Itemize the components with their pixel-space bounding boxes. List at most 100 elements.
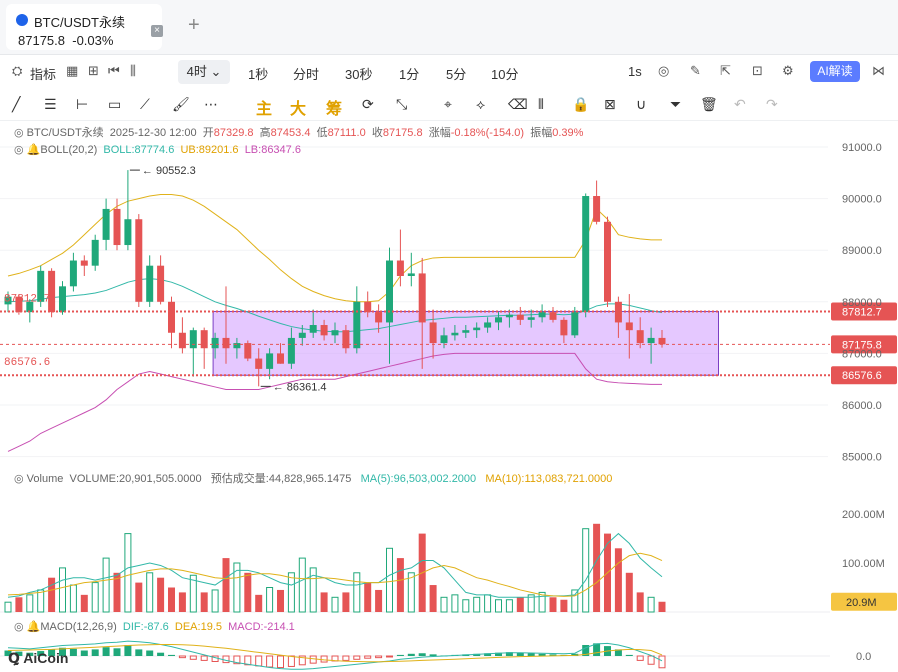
price-level-tag <box>831 366 897 385</box>
candle-body <box>625 322 633 331</box>
interval-5m[interactable]: 5分 <box>446 67 467 82</box>
share-network-icon[interactable]: ⋈ <box>872 63 885 78</box>
candle-body <box>571 312 579 336</box>
volume-bar <box>222 558 230 612</box>
volume-bar <box>59 567 66 613</box>
share-icon[interactable]: ⇱ <box>720 63 731 78</box>
interval-1m[interactable]: 1分 <box>399 67 420 82</box>
ruler-icon[interactable]: ⟡ <box>476 96 486 112</box>
interval-selector[interactable]: 4时 ⌄ <box>178 60 230 84</box>
ray-icon[interactable]: ⟋ <box>140 96 150 112</box>
text-icon[interactable]: ⌖ <box>444 96 452 112</box>
macd-bar <box>244 655 252 666</box>
volume-bar <box>342 592 350 612</box>
close-tab-icon[interactable]: × <box>151 25 163 37</box>
interval-10m[interactable]: 10分 <box>491 67 519 82</box>
delete-drawings-icon[interactable]: ⊠ <box>604 96 616 112</box>
big-order-button[interactable]: 大 <box>290 101 307 118</box>
macd-bar <box>298 655 306 666</box>
main-force-button[interactable]: 主 <box>256 101 273 118</box>
volume-bar <box>473 596 481 613</box>
interval-1s[interactable]: 1秒 <box>248 67 269 82</box>
macd-bar <box>15 651 23 656</box>
settings-icon[interactable]: ⚙ <box>782 63 794 78</box>
volume-bar <box>233 562 241 613</box>
aicoin-logo-icon: Ꝗ <box>8 650 20 666</box>
lock-icon[interactable]: 🔒 <box>572 96 590 112</box>
indicator-button[interactable]: 指标 <box>30 67 57 82</box>
volume-bar <box>113 572 121 612</box>
volume-bar <box>375 589 383 612</box>
macd-bar <box>396 654 404 656</box>
aicoin-logo: Ꝗ AiCoin <box>8 650 69 666</box>
candle-body <box>614 301 622 323</box>
volume-bar <box>48 577 56 612</box>
volume-bar <box>549 597 557 612</box>
macd-bar <box>320 655 328 663</box>
volume-axis: 200.00M 100.00M 20.9M <box>831 509 897 611</box>
horizontal-line-icon[interactable]: ⊢ <box>76 96 89 112</box>
volume-bar <box>178 592 186 612</box>
candle-body <box>15 296 23 313</box>
symbol-tab[interactable]: BTC/USDT永续 87175.8 -0.03% × <box>6 4 163 50</box>
chart-type-icon[interactable]: ⫼ <box>130 63 136 78</box>
interval-30s[interactable]: 30秒 <box>345 67 373 82</box>
add-tab-button[interactable]: + <box>188 14 200 36</box>
redo-icon[interactable]: ↷ <box>766 96 778 112</box>
ai-analysis-button[interactable]: AI解读 <box>810 61 860 82</box>
candle-body <box>266 353 274 369</box>
candle-style-icon[interactable]: ⫴ <box>538 96 544 112</box>
macd-bar <box>342 655 350 661</box>
undo-icon[interactable]: ↶ <box>734 96 746 112</box>
volume-bar <box>582 528 590 613</box>
parallel-lines-icon[interactable]: ☰ <box>44 96 57 112</box>
candle-body <box>320 325 328 336</box>
indicator-icon[interactable]: ⛭ <box>12 63 23 78</box>
rewind-icon[interactable]: ⏮ <box>108 63 120 78</box>
price-tick-label: 91000.0 <box>842 142 882 154</box>
more-icon[interactable]: ⋯ <box>204 96 218 112</box>
macd-bar <box>364 655 372 659</box>
macd-bar <box>277 655 284 669</box>
volume-bar <box>386 547 393 613</box>
candle-body <box>604 221 611 302</box>
pen-icon[interactable]: ✎ <box>690 63 701 78</box>
volume-bar <box>364 582 372 612</box>
macd-bar <box>429 654 437 656</box>
tab-price: 87175.8 -0.03% <box>18 33 114 48</box>
candle-body <box>407 273 415 276</box>
brush-icon[interactable]: 🖌 <box>172 96 190 112</box>
candle-body <box>593 196 601 222</box>
candle-body <box>124 219 132 246</box>
macd-bar <box>636 655 644 661</box>
macd-bar <box>102 647 110 656</box>
candle-body <box>462 330 470 333</box>
sync-icon[interactable]: ⟳ <box>362 96 374 112</box>
chip-button[interactable]: 筹 <box>326 101 343 118</box>
measure-icon[interactable]: ⤡ <box>396 96 408 112</box>
candle-body <box>582 196 590 313</box>
eraser-icon[interactable]: ⌫ <box>508 96 528 112</box>
trash-icon[interactable]: 🗑 <box>700 96 718 112</box>
period-toolbar: ⛭ 指标 ▦ ⊞ ⏮ ⫼ 4时 ⌄ 1秒 分时 30秒 1分 5分 10分 1s… <box>0 56 898 88</box>
refresh-rate[interactable]: 1s <box>628 64 642 79</box>
macd-bar <box>309 655 317 664</box>
grid-icon[interactable]: ▦ <box>66 63 79 78</box>
rectangle-icon[interactable]: ▭ <box>108 96 122 112</box>
camera-icon[interactable]: ◎ <box>658 63 670 78</box>
alert-icon: 🔔 <box>26 621 41 633</box>
candle-body <box>495 317 502 323</box>
filter-icon[interactable]: ⏷ <box>670 96 682 112</box>
volume-ma10-line <box>7 552 663 597</box>
interval-timeline[interactable]: 分时 <box>293 67 320 82</box>
compare-icon[interactable]: ⊞ <box>88 63 99 78</box>
macd-bar <box>516 652 524 656</box>
candle-body <box>353 301 361 349</box>
layout-icon[interactable]: ⊡ <box>752 63 763 78</box>
price-level-label: 87812.7 <box>842 306 882 318</box>
magnet-icon[interactable]: ∪ <box>636 96 647 112</box>
candle-body <box>309 325 317 333</box>
macd-tick-label: 0.0 <box>856 651 871 663</box>
trend-line-icon[interactable]: ╱ <box>12 96 21 112</box>
